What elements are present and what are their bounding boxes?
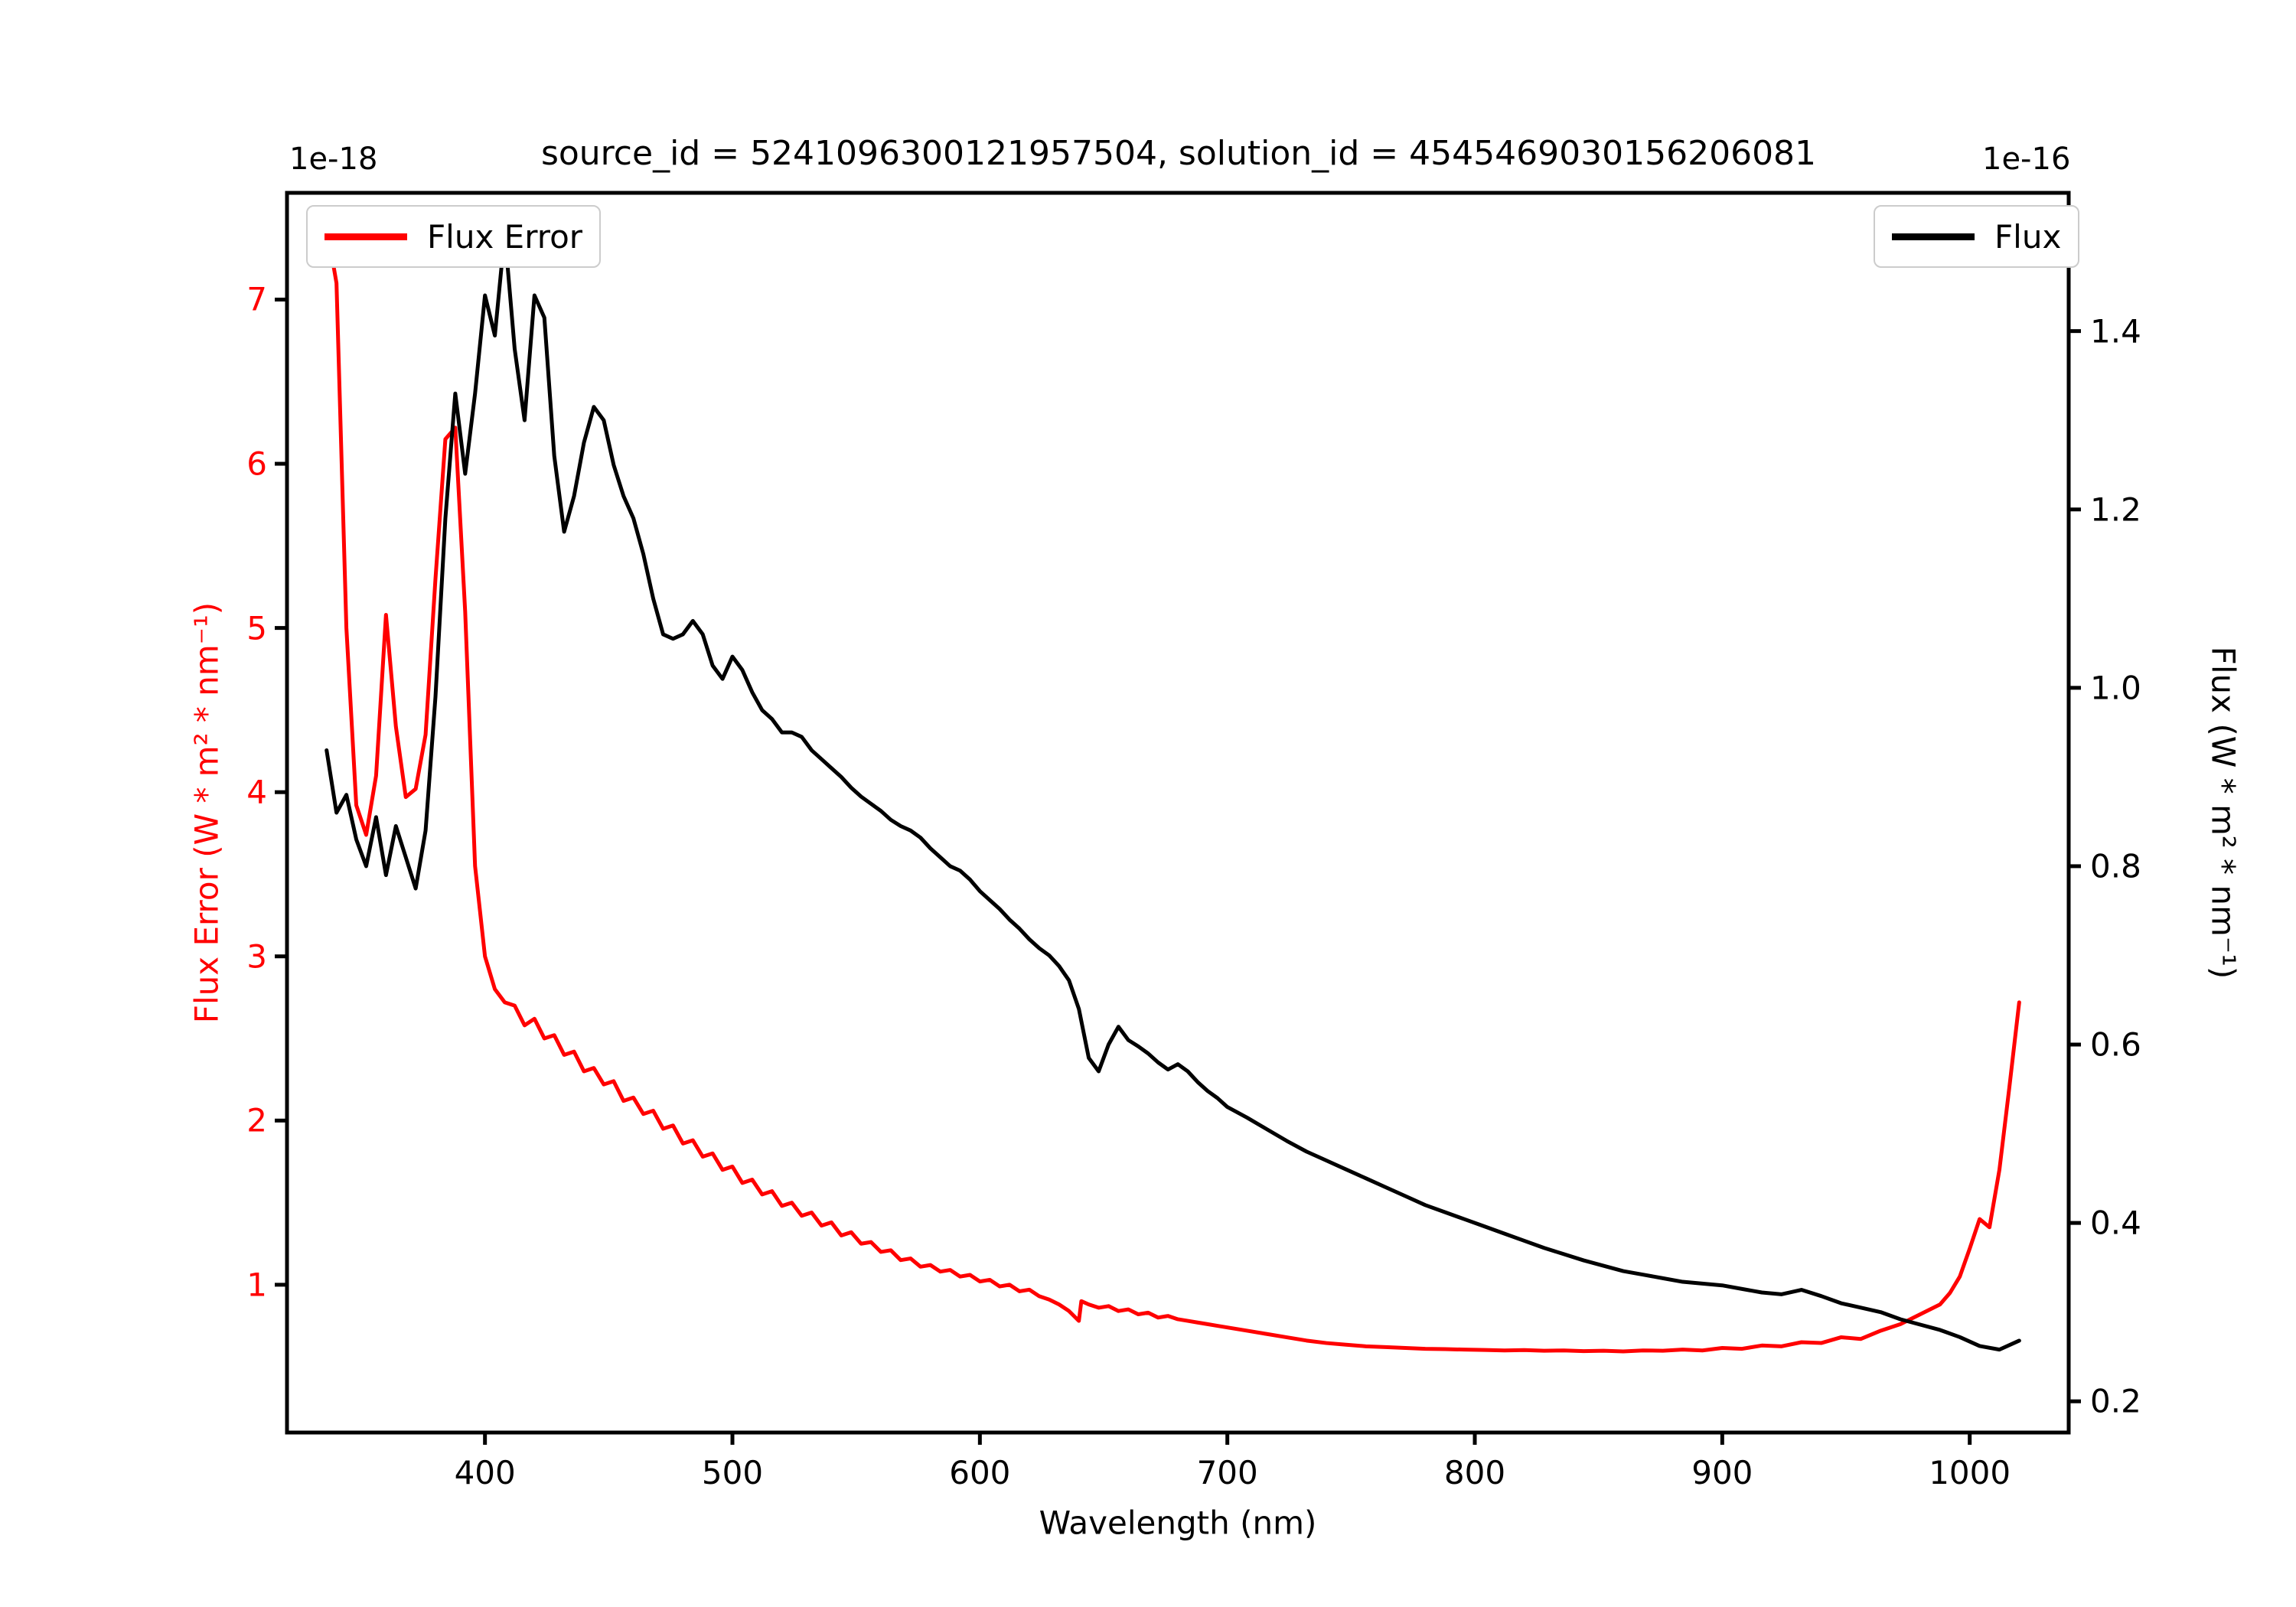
left-y-tick-label-7: 7 [246, 280, 267, 318]
left-axis-offset-text: 1e-18 [289, 142, 378, 177]
legend-label-flux: Flux [1994, 217, 2062, 256]
x-tick-label-700: 700 [1196, 1454, 1258, 1491]
left-y-tick-label-6: 6 [246, 445, 267, 483]
left-y-tick-label-4: 4 [246, 773, 267, 811]
legend-label-flux-error: Flux Error [427, 217, 583, 256]
chart-title: source_id = 5241096300121957504, solutio… [540, 134, 1817, 173]
right-y-tick-label-1: 1.0 [2090, 669, 2141, 707]
legend-line-swatch-flux [1892, 233, 1975, 240]
right-y-tick-label-0.4: 0.4 [2090, 1204, 2141, 1242]
x-tick-label-1000: 1000 [1929, 1454, 2011, 1491]
left-y-tick-label-3: 3 [246, 937, 267, 976]
x-tick-label-900: 900 [1691, 1454, 1753, 1491]
plot-frame [285, 191, 2071, 1435]
right-y-tick-label-0.2: 0.2 [2090, 1382, 2141, 1420]
x-tick-label-600: 600 [949, 1454, 1011, 1491]
x-tick-label-500: 500 [701, 1454, 764, 1491]
left-y-tick-label-2: 2 [246, 1101, 267, 1139]
legend-flux-error[interactable]: Flux Error [306, 205, 602, 268]
legend-flux[interactable]: Flux [1874, 205, 2080, 268]
line-flux [325, 230, 2021, 1352]
line-flux-error [325, 223, 2021, 1354]
right-axis-title: Flux (W * m² * nm⁻¹) [2204, 646, 2242, 980]
axis-ticks [275, 297, 2081, 1445]
left-axis-title: Flux Error (W * m² * nm⁻¹) [188, 601, 226, 1024]
right-y-tick-label-1.4: 1.4 [2090, 312, 2141, 350]
right-y-tick-label-1.2: 1.2 [2090, 491, 2141, 529]
x-tick-label-400: 400 [454, 1454, 516, 1491]
x-axis-title: Wavelength (nm) [1039, 1504, 1317, 1542]
left-y-tick-label-5: 5 [246, 609, 267, 647]
right-y-tick-label-0.8: 0.8 [2090, 847, 2141, 885]
right-axis-offset-text: 1e-16 [1982, 142, 2071, 177]
legend-line-swatch-flux-error [325, 233, 407, 240]
x-tick-label-800: 800 [1443, 1454, 1506, 1491]
left-y-tick-label-1: 1 [246, 1266, 267, 1304]
right-y-tick-label-0.6: 0.6 [2090, 1025, 2141, 1064]
